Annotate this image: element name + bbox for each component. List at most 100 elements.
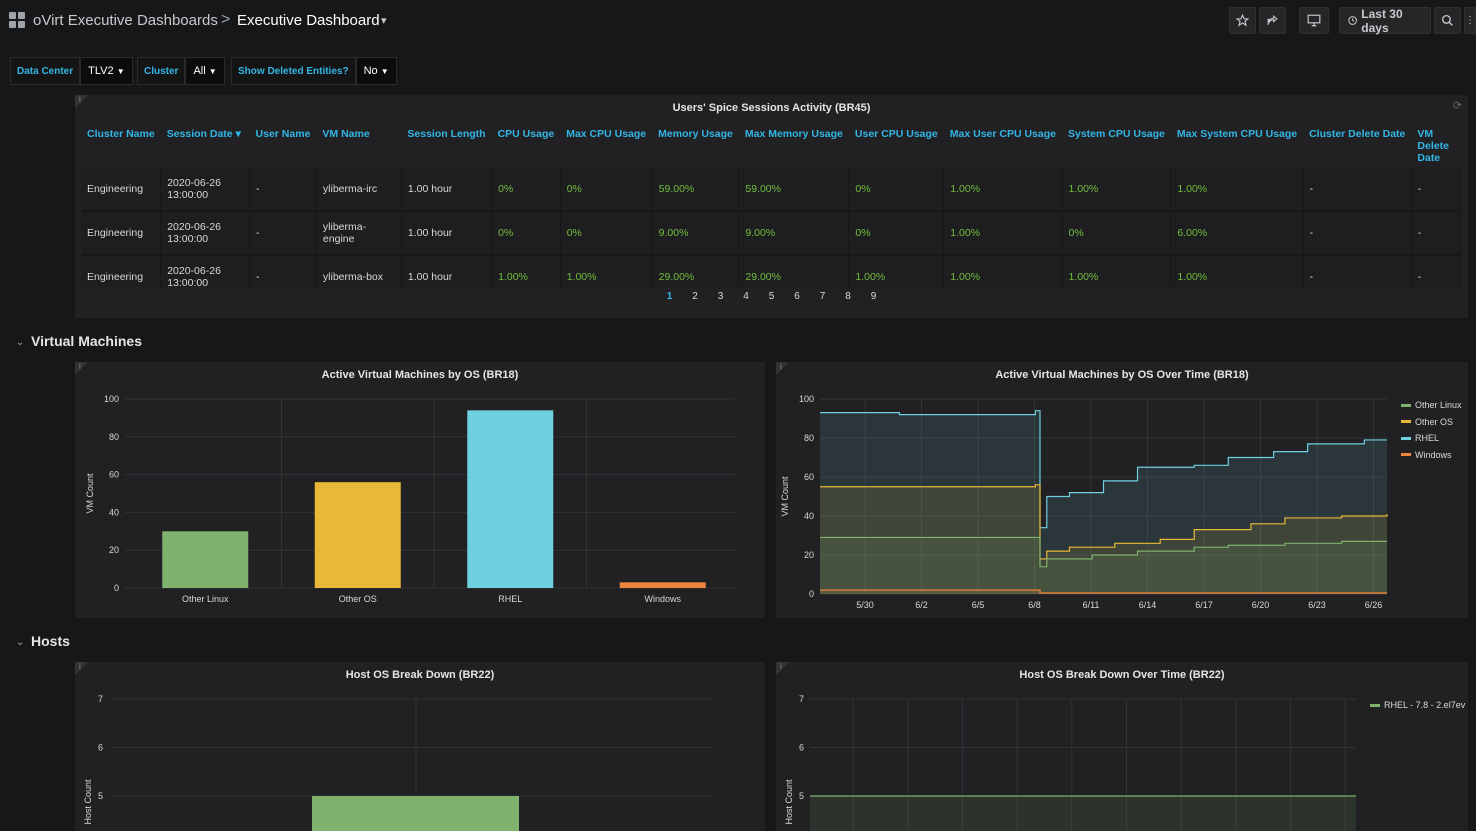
column-header[interactable]: Session Length [401,125,492,167]
table-cell: 1.00% [560,255,653,287]
column-header[interactable]: Max CPU Usage [560,125,653,167]
share-button[interactable] [1259,7,1286,34]
legend-item[interactable]: Other Linux [1401,397,1462,414]
page-number[interactable]: 2 [692,291,698,302]
column-header[interactable]: User Name [249,125,317,167]
dashboard-title[interactable]: Executive Dashboard [237,12,380,29]
bar[interactable] [314,482,401,588]
more-icon: ⋮ [1465,15,1475,26]
panel-title[interactable]: Host OS Break Down Over Time (BR22) [1019,669,1225,681]
y-tick-label: 6 [98,743,103,753]
table-cell: 1.00% [1062,255,1172,287]
chevron-down-icon[interactable]: ⌄ [16,337,25,348]
column-header[interactable]: Max Memory Usage [738,125,849,167]
more-button[interactable]: ⋮ [1464,7,1476,34]
page-number[interactable]: 4 [743,291,749,302]
column-header[interactable]: Max System CPU Usage [1170,125,1304,167]
chevron-down-icon[interactable]: ⌄ [16,637,25,648]
series-area [820,484,1387,594]
series-line[interactable] [820,410,1387,529]
legend-item[interactable]: Other OS [1401,414,1462,431]
variable-show-deleted[interactable]: Show Deleted Entities? No ▼ [231,57,397,85]
page-number[interactable]: 8 [845,291,851,302]
host-bar-chart: 5 6 7 Host Count [83,694,711,831]
chart-legend: RHEL - 7.8 - 2.el7ev [1370,697,1465,714]
series-line[interactable] [820,484,1388,560]
variable-dropdown[interactable]: All ▼ [185,57,225,85]
legend-swatch [1401,453,1411,457]
table-cell: 2020-06-26 13:00:00 [160,255,251,287]
time-range-label: Last 30 days [1361,6,1403,35]
x-tick-label: 6/5 [972,600,985,610]
column-header[interactable]: VM Delete Date [1411,125,1461,167]
bar[interactable] [162,531,249,588]
variable-value: All [193,65,206,77]
panel-title[interactable]: Users' Spice Sessions Activity (BR45) [672,102,871,114]
apps-grid-icon[interactable] [9,12,25,28]
y-axis-label: Host Count [83,779,93,825]
star-button[interactable] [1229,7,1256,34]
x-tick-label: 6/23 [1308,600,1326,610]
tv-icon [1307,14,1321,27]
table-cell: 1.00% [943,167,1063,212]
panel-title[interactable]: Host OS Break Down (BR22) [345,669,495,681]
y-tick-label: 100 [104,394,119,404]
variable-data-center[interactable]: Data Center TLV2 ▼ [10,57,133,85]
series-line[interactable] [820,536,1387,568]
tv-mode-button[interactable] [1299,7,1329,34]
column-header[interactable]: Memory Usage [652,125,739,167]
legend-item[interactable]: Windows [1401,447,1462,464]
info-icon[interactable]: i [75,362,89,374]
variable-label: Data Center [10,57,81,85]
legend-item[interactable]: RHEL - 7.8 - 2.el7ev [1370,697,1465,714]
table-cell: Engineering [81,167,162,212]
info-icon[interactable]: i [776,662,790,674]
chevron-down-icon[interactable]: ▾ [381,15,387,27]
page-number[interactable]: 3 [717,291,724,302]
variable-dropdown[interactable]: TLV2 ▼ [80,57,133,85]
column-header[interactable]: Session Date ▾ [160,125,250,167]
column-header[interactable]: CPU Usage [491,125,561,167]
column-header[interactable]: User CPU Usage [848,125,944,167]
time-range-picker[interactable]: Last 30 days [1339,6,1431,35]
panel-title[interactable]: Active Virtual Machines by OS (BR18) [321,369,519,381]
column-header[interactable]: VM Name [316,125,402,167]
column-header[interactable]: Cluster Delete Date [1303,125,1412,167]
table-cell: Engineering [81,255,162,287]
page-number[interactable]: 5 [768,291,775,302]
page-number[interactable]: 7 [819,291,826,302]
row-title-hosts[interactable]: Hosts [31,633,70,649]
panel-title[interactable]: Active Virtual Machines by OS Over Time … [995,369,1249,381]
table-cell: - [1303,255,1412,287]
variable-dropdown[interactable]: No ▼ [355,57,397,85]
table-cell: - [249,255,317,287]
bar[interactable] [312,796,519,831]
info-icon[interactable]: i [75,662,89,674]
column-header[interactable]: System CPU Usage [1062,125,1171,167]
clock-icon [1348,16,1357,25]
y-tick-label: 5 [98,791,103,801]
table-cell: 29.00% [738,255,850,287]
caret-down-icon: ▼ [208,66,217,76]
bar[interactable] [619,582,706,588]
y-tick-label: 7 [799,694,804,704]
column-header[interactable]: Cluster Name [81,125,161,167]
info-icon[interactable]: i [75,95,89,107]
info-icon[interactable]: i [776,362,790,374]
bar[interactable] [467,410,554,588]
page-number[interactable]: 1 [666,291,673,302]
y-tick-label: 20 [804,550,814,560]
table-scroll[interactable]: Cluster Name Session Date ▾ User Name VM Na… [81,125,1461,287]
series-line[interactable] [820,589,1387,594]
y-tick-label: 0 [809,589,814,599]
page-number[interactable]: 9 [870,291,877,302]
breadcrumb-folder[interactable]: oVirt Executive Dashboards [33,12,218,29]
page-number[interactable]: 6 [794,291,800,302]
search-button[interactable] [1434,7,1461,34]
variable-cluster[interactable]: Cluster All ▼ [137,57,225,85]
legend-label: RHEL - 7.8 - 2.el7ev [1384,700,1466,711]
row-title-virtual-machines[interactable]: Virtual Machines [31,333,143,349]
legend-item[interactable]: RHEL [1401,430,1462,447]
legend-label: Other OS [1415,416,1454,427]
column-header[interactable]: Max User CPU Usage [943,125,1062,167]
